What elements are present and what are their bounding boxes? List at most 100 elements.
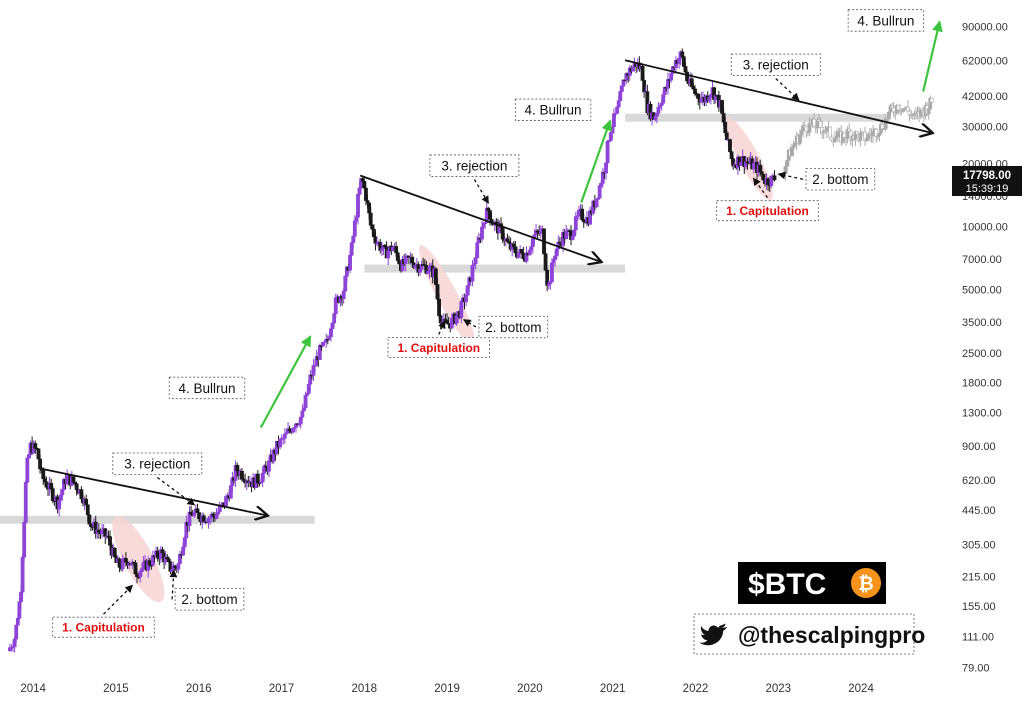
x-axis: 2014 2015 2016 2017 2018 2019 2020 2021 2022 2023… bbox=[20, 683, 874, 695]
support-band bbox=[0, 515, 315, 524]
x-tick-label: 2020 bbox=[517, 683, 543, 695]
annotation-arrow bbox=[438, 320, 446, 335]
twitter-handle-box bbox=[693, 613, 915, 655]
price-candle bbox=[616, 100, 621, 108]
annotation-box bbox=[514, 98, 592, 121]
price-candle bbox=[348, 254, 352, 271]
x-tick-label: 2016 bbox=[186, 683, 212, 695]
price-candle bbox=[473, 257, 478, 264]
price-candle bbox=[772, 175, 777, 181]
annotation-box bbox=[478, 315, 549, 339]
annotation-box bbox=[387, 337, 491, 358]
price-candle bbox=[475, 242, 480, 259]
capitulation-zones bbox=[112, 117, 773, 603]
y-tick-label: 1300.00 bbox=[962, 407, 1002, 419]
price-candle bbox=[427, 266, 432, 272]
price-candle bbox=[23, 481, 28, 523]
branding: $BTC ₿ @thescalpingpro bbox=[693, 562, 925, 655]
x-tick-label: 2017 bbox=[269, 683, 295, 695]
y-tick-label: 79.00 bbox=[962, 663, 990, 675]
annotation-arrow bbox=[775, 78, 800, 101]
x-tick-label: 2019 bbox=[434, 683, 460, 695]
annotation-box bbox=[730, 53, 821, 76]
projection-candle bbox=[832, 137, 837, 143]
annotation-arrow bbox=[462, 319, 477, 328]
y-tick-label: 42000.00 bbox=[962, 91, 1008, 103]
price-candle bbox=[85, 504, 90, 516]
annotation-text: 1. Capitulation bbox=[397, 341, 480, 355]
y-tick-label: 111.00 bbox=[962, 632, 994, 644]
price-candle bbox=[543, 253, 548, 271]
x-tick-label: 2023 bbox=[765, 683, 791, 695]
annotation-text: 4. Bullrun bbox=[857, 13, 914, 28]
y-tick-label: 30000.00 bbox=[962, 121, 1008, 133]
x-tick-label: 2021 bbox=[600, 683, 626, 695]
price-candle bbox=[605, 140, 610, 164]
support-band bbox=[364, 264, 626, 273]
price-candle bbox=[728, 139, 732, 152]
projection-candles bbox=[782, 95, 934, 182]
annotation-text: 2. bottom bbox=[812, 172, 868, 187]
trendline bbox=[41, 467, 266, 516]
annotation-text: 2. bottom bbox=[181, 592, 237, 607]
annotation-arrow bbox=[169, 569, 178, 600]
price-value: 17798.00 bbox=[963, 170, 1011, 182]
y-tick-label: 90000.00 bbox=[962, 21, 1008, 33]
price-candle bbox=[20, 556, 25, 593]
y-axis: 90000.0062000.0042000.0030000.0020000.00… bbox=[962, 21, 1008, 674]
annotation-text: 3. rejection bbox=[124, 457, 190, 472]
price-candle bbox=[333, 297, 338, 315]
bitcoin-icon bbox=[851, 568, 881, 598]
price-candle bbox=[437, 298, 441, 316]
price-candles bbox=[7, 48, 777, 653]
price-candle bbox=[356, 194, 360, 218]
annotation-box bbox=[52, 616, 155, 638]
y-tick-label: 5000.00 bbox=[962, 285, 1002, 297]
y-tick-label: 2500.00 bbox=[962, 348, 1002, 360]
price-candle bbox=[618, 91, 623, 102]
y-tick-label: 305.00 bbox=[962, 539, 996, 551]
price-candle bbox=[759, 171, 764, 175]
price-candle bbox=[176, 563, 181, 570]
twitter-bird-icon bbox=[699, 623, 728, 646]
x-tick-label: 2024 bbox=[848, 683, 874, 695]
price-candle bbox=[615, 106, 620, 114]
price-candle bbox=[341, 290, 346, 300]
bullrun-arrow bbox=[922, 20, 943, 92]
annotation-arrow bbox=[752, 177, 769, 199]
price-candle bbox=[352, 220, 357, 237]
annotation-box bbox=[168, 376, 246, 400]
support-band bbox=[625, 113, 886, 122]
trendline bbox=[624, 59, 931, 132]
annotation-arrow bbox=[156, 476, 196, 506]
price-candle bbox=[166, 558, 171, 562]
annotation-box bbox=[429, 154, 520, 177]
x-tick-label: 2014 bbox=[20, 683, 46, 695]
trendline bbox=[359, 174, 600, 262]
bullrun-arrows bbox=[259, 20, 943, 429]
price-candle bbox=[724, 132, 729, 141]
price-candle bbox=[303, 395, 308, 409]
annotation-text: 2. bottom bbox=[485, 320, 541, 335]
annotation-arrow bbox=[777, 171, 804, 180]
y-tick-label: 155.00 bbox=[962, 601, 996, 613]
support-bands bbox=[0, 113, 886, 524]
annotation-text: 3. rejection bbox=[743, 58, 809, 73]
y-tick-label: 215.00 bbox=[962, 571, 996, 583]
price-candle bbox=[65, 475, 69, 485]
x-tick-label: 2018 bbox=[352, 683, 378, 695]
price-candle bbox=[368, 212, 373, 226]
projection-candle bbox=[929, 97, 934, 103]
price-time: 15:39:19 bbox=[966, 183, 1009, 195]
x-tick-label: 2022 bbox=[683, 683, 709, 695]
y-tick-label: 7000.00 bbox=[962, 254, 1002, 266]
annotation-arrow bbox=[473, 179, 490, 204]
btc-symbol-text: $BTC bbox=[748, 568, 826, 601]
price-candle bbox=[22, 522, 27, 558]
y-tick-label: 62000.00 bbox=[962, 55, 1008, 67]
annotation-arrow bbox=[103, 584, 134, 615]
price-candle bbox=[71, 476, 76, 483]
annotation-box bbox=[847, 9, 925, 32]
annotation-box bbox=[805, 168, 876, 191]
